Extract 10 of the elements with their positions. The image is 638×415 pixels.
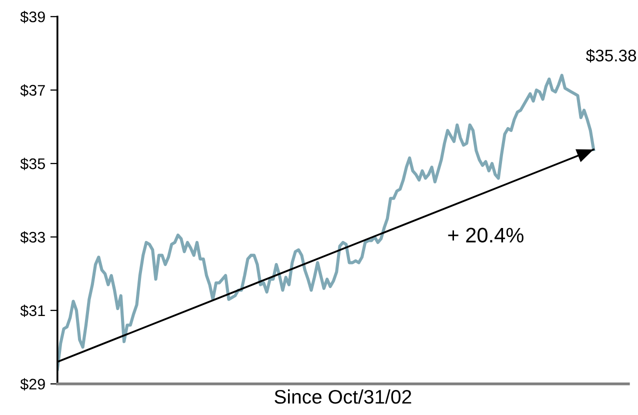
y-tick-label: $35: [20, 158, 45, 170]
y-tick-label: $39: [20, 10, 45, 24]
annotation: $35.38: [586, 48, 636, 62]
x-axis-title: Since Oct/31/02: [274, 389, 412, 404]
y-tick-label: $37: [20, 84, 45, 97]
annotation: + 20.4%: [448, 228, 524, 243]
y-tick-label: $31: [20, 304, 45, 318]
y-tick-label: $29: [20, 378, 45, 390]
line-series: [57, 74, 596, 371]
y-tick-label: $33: [20, 231, 45, 244]
